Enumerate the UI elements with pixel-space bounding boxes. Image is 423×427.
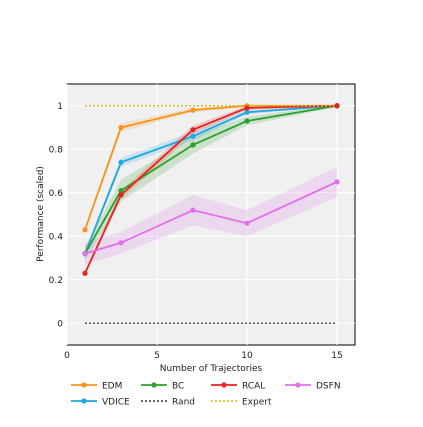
y-tick-label: 0	[57, 319, 63, 329]
y-tick-label: 0.4	[49, 232, 64, 242]
y-tick-label: 0.8	[49, 145, 64, 155]
point-bc	[244, 118, 250, 124]
point-dsfn	[118, 240, 124, 246]
y-axis-label: Performance (scaled)	[36, 166, 46, 262]
legend-marker-edm	[81, 382, 87, 388]
legend-label-vdice: VDICE	[102, 398, 130, 408]
point-vdice	[190, 133, 196, 139]
point-rcal	[118, 192, 124, 198]
legend: EDM BC RCAL DSFN VDICE Rand Expert	[71, 382, 341, 408]
legend-marker-vdice	[81, 398, 87, 404]
x-tick-label: 10	[241, 351, 253, 361]
point-vdice	[244, 109, 250, 115]
point-bc	[118, 187, 124, 194]
legend-label-rand: Rand	[172, 398, 195, 408]
legend-label-expert: Expert	[242, 398, 272, 408]
legend-marker-bc	[151, 382, 157, 388]
point-dsfn	[190, 207, 196, 213]
legend-marker-rcal	[221, 382, 227, 388]
y-tick-label: 0.2	[49, 276, 63, 286]
x-axis-label: Number of Trajectories	[160, 364, 263, 374]
legend-label-dsfn: DSFN	[316, 382, 341, 392]
x-tick-label: 15	[331, 351, 342, 361]
point-rcal	[82, 270, 88, 276]
point-rcal	[334, 103, 340, 109]
point-bc	[190, 142, 196, 148]
legend-label-rcal: RCAL	[242, 382, 265, 392]
x-tick-label: 5	[154, 351, 160, 361]
point-rcal	[190, 127, 196, 133]
y-tick-label: 1	[57, 102, 63, 112]
point-edm	[118, 124, 124, 131]
legend-label-edm: EDM	[102, 382, 122, 392]
point-vdice	[118, 159, 124, 165]
band-dsfn	[85, 166, 337, 265]
legend-label-bc: BC	[172, 382, 184, 392]
point-edm	[190, 107, 196, 113]
y-tick-label: 0.6	[49, 189, 64, 199]
x-tick-label: 0	[64, 351, 70, 361]
axis-ticks: 00.20.40.60.810 5 10 15	[49, 102, 343, 361]
point-rcal	[244, 105, 250, 111]
series-markers	[82, 103, 340, 276]
point-edm	[82, 227, 88, 233]
point-dsfn	[334, 179, 340, 185]
point-dsfn	[244, 220, 250, 226]
legend-marker-dsfn	[295, 382, 301, 388]
point-dsfn	[82, 251, 88, 257]
